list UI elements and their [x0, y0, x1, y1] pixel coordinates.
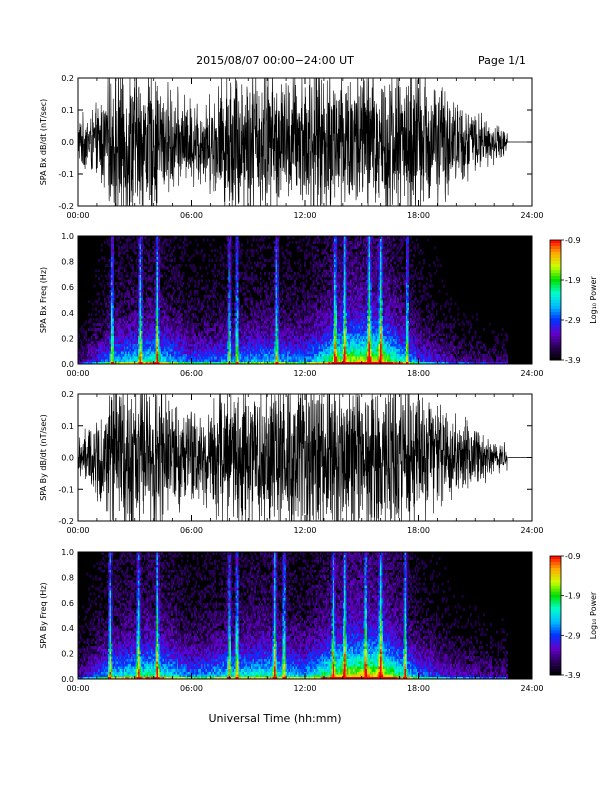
by-x-tick-0: 00:00 [66, 526, 89, 535]
by-spec-x-tick-2: 12:00 [293, 684, 316, 693]
by-y-axis-label: SPA By dB/dt (nT/sec) [39, 414, 48, 501]
by-spec-colorbar-tick-3: -3.9 [565, 671, 581, 680]
bx-spec-colorbar-tick-1: -1.9 [565, 276, 581, 285]
bx-spec-x-tick-0: 00:00 [66, 369, 89, 378]
bx-x-tick-3: 18:00 [407, 211, 430, 220]
bx-spec-cells [78, 236, 508, 364]
bx-spec-y-tick-4: 0.8 [61, 258, 74, 267]
panel-by-spec: -0.9 -1.9 -2.9 -3.9 Log₁₀ Power 00:00 06:00 12:… [39, 548, 598, 693]
bx-y-tick-0: -0.2 [58, 202, 74, 211]
bx-x-tick-1: 06:00 [180, 211, 203, 220]
bx-spec-y-tick-0: 0.0 [61, 360, 74, 369]
bx-spec-x-tick-3: 18:00 [407, 369, 430, 378]
bx-spec-colorbar-tick-0: -0.9 [565, 236, 581, 245]
bx-spec-x-tick-2: 12:00 [293, 369, 316, 378]
by-spec-plot-area [78, 552, 532, 679]
bx-x-tick-2: 12:00 [293, 211, 316, 220]
by-spec-x-tick-0: 00:00 [66, 684, 89, 693]
by-spec-colorbar-tick-1: -1.9 [565, 592, 581, 601]
bx-spec-x-tick-1: 06:00 [180, 369, 203, 378]
panels: 00:00 06:00 12:00 18:00 24:00 -0.2 -0.1 0.0 0.1 0… [39, 74, 598, 693]
by-signal-trace [78, 394, 508, 521]
by-spec-y-tick-3: 0.6 [61, 599, 74, 608]
by-y-tick-0: -0.2 [58, 517, 74, 526]
by-y-tick-1: -0.1 [58, 485, 74, 494]
bx-x-tick-4: 24:00 [520, 211, 543, 220]
by-spec-y-tick-4: 0.8 [61, 573, 74, 582]
bx-spec-y-tick-3: 0.6 [61, 283, 74, 292]
bx-spec-colorbar: -0.9 -1.9 -2.9 -3.9 Log₁₀ Power [549, 236, 598, 365]
by-spec-colorbar: -0.9 -1.9 -2.9 -3.9 Log₁₀ Power [549, 552, 598, 680]
by-spec-colorbar-label: Log₁₀ Power [589, 591, 598, 639]
bx-signal-trace [78, 78, 508, 206]
bx-y-tick-3: 0.1 [61, 106, 74, 115]
by-spec-colorbar-tick-2: -2.9 [565, 631, 581, 640]
by-x-tick-4: 24:00 [520, 526, 543, 535]
by-spec-x-tick-3: 18:00 [407, 684, 430, 693]
bx-x-tick-0: 00:00 [66, 211, 89, 220]
by-spec-y-tick-5: 1.0 [61, 548, 74, 557]
by-x-tick-1: 06:00 [180, 526, 203, 535]
bx-y-axis-label: SPA Bx dB/dt (nT/sec) [39, 99, 48, 186]
panel-bx: 00:00 06:00 12:00 18:00 24:00 -0.2 -0.1 0.0 0.1 0… [39, 74, 544, 220]
bx-spec-y-axis-label: SPA Bx Freq (Hz) [39, 267, 48, 333]
by-x-tick-2: 12:00 [293, 526, 316, 535]
by-spec-x-tick-4: 24:00 [520, 684, 543, 693]
by-spec-cells [78, 552, 508, 679]
by-spec-y-tick-1: 0.2 [61, 650, 74, 659]
bx-spec-y-tick-5: 1.0 [61, 232, 74, 241]
bx-spec-plot-area [78, 236, 532, 364]
by-spec-colorbar-tick-0: -0.9 [565, 552, 581, 561]
bx-spec-y-tick-1: 0.2 [61, 334, 74, 343]
bx-spec-colorbar-tick-3: -3.9 [565, 356, 581, 365]
bx-y-tick-2: 0.0 [61, 138, 74, 147]
by-spec-y-axis-label: SPA By Freq (Hz) [39, 582, 48, 648]
bx-spec-colorbar-tick-2: -2.9 [565, 316, 581, 325]
by-spec-y-tick-2: 0.4 [61, 624, 74, 633]
bx-y-tick-1: -0.1 [58, 170, 74, 179]
panel-by: 00:00 06:00 12:00 18:00 24:00 -0.2 -0.1 0.0 0.1 0… [39, 390, 544, 535]
bx-y-tick-4: 0.2 [61, 74, 74, 83]
by-y-tick-3: 0.1 [61, 422, 74, 431]
panel-bx-spec: -0.9 -1.9 -2.9 -3.9 Log₁₀ Power 00:00 06:00 12:… [39, 232, 598, 378]
x-axis-label: Universal Time (hh:mm) [209, 712, 342, 725]
by-spec-x-tick-1: 06:00 [180, 684, 203, 693]
bx-spec-y-tick-2: 0.4 [61, 309, 74, 318]
bx-spec-colorbar-label: Log₁₀ Power [589, 276, 598, 324]
by-y-tick-2: 0.0 [61, 454, 74, 463]
by-x-tick-3: 18:00 [407, 526, 430, 535]
bx-spec-x-tick-4: 24:00 [520, 369, 543, 378]
figure-title: 2015/08/07 00:00−24:00 UT [196, 54, 354, 67]
page-indicator: Page 1/1 [478, 54, 526, 67]
by-spec-y-tick-0: 0.0 [61, 675, 74, 684]
by-y-tick-4: 0.2 [61, 390, 74, 399]
